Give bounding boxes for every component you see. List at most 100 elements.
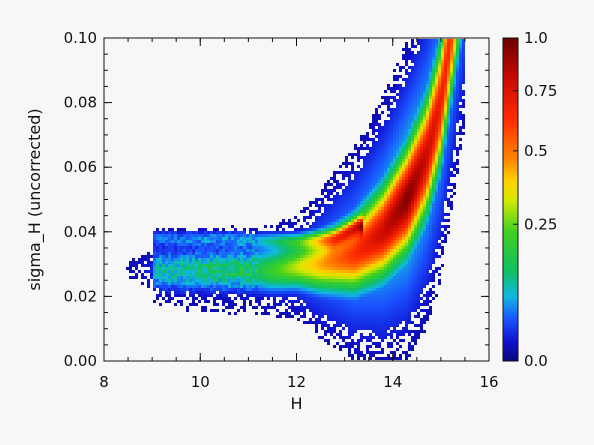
heatmap-cell: [450, 138, 453, 141]
heatmap-cell: [333, 282, 336, 285]
heatmap-cell: [369, 291, 372, 294]
heatmap-cell: [441, 99, 444, 102]
heatmap-cell: [411, 249, 414, 252]
heatmap-cell: [327, 300, 330, 303]
heatmap-cell: [162, 270, 165, 273]
heatmap-cell: [321, 291, 324, 294]
heatmap-cell: [444, 195, 447, 198]
heatmap-cell: [450, 54, 453, 57]
heatmap-cell: [438, 141, 441, 144]
heatmap-cell: [420, 309, 423, 312]
heatmap-cell: [363, 243, 366, 246]
heatmap-cell: [411, 72, 414, 75]
heatmap-cell: [405, 99, 408, 102]
heatmap-cell: [177, 285, 180, 288]
heatmap-cell: [372, 312, 375, 315]
heatmap-cell: [339, 336, 342, 339]
heatmap-cell: [417, 63, 420, 66]
heatmap-cell: [339, 291, 342, 294]
heatmap-cell: [264, 267, 267, 270]
heatmap-cell: [318, 321, 321, 324]
heatmap-cell: [447, 126, 450, 129]
heatmap-cell: [417, 60, 420, 63]
heatmap-cell: [258, 285, 261, 288]
heatmap-cell: [372, 297, 375, 300]
heatmap-cell: [420, 129, 423, 132]
heatmap-cell: [417, 240, 420, 243]
heatmap-cell: [435, 255, 438, 258]
heatmap-cell: [387, 141, 390, 144]
heatmap-cell: [447, 168, 450, 171]
heatmap-cell: [384, 282, 387, 285]
heatmap-cell: [246, 234, 249, 237]
heatmap-cell: [408, 156, 411, 159]
heatmap-cell: [234, 273, 237, 276]
heatmap-cell: [309, 261, 312, 264]
heatmap-cell: [381, 213, 384, 216]
heatmap-cell: [360, 297, 363, 300]
heatmap-cell: [225, 270, 228, 273]
heatmap-cell: [234, 282, 237, 285]
heatmap-cell: [441, 123, 444, 126]
heatmap-cell: [390, 132, 393, 135]
heatmap-cell: [420, 135, 423, 138]
heatmap-cell: [249, 252, 252, 255]
heatmap-cell: [435, 39, 438, 42]
heatmap-cell: [300, 306, 303, 309]
heatmap-cell: [204, 234, 207, 237]
heatmap-cell: [312, 213, 315, 216]
heatmap-cell: [432, 246, 435, 249]
heatmap-cell: [225, 252, 228, 255]
heatmap-cell: [408, 165, 411, 168]
heatmap-cell: [318, 312, 321, 315]
heatmap-cell: [309, 273, 312, 276]
heatmap-cell: [429, 39, 432, 42]
heatmap-cell: [396, 108, 399, 111]
heatmap-cell: [327, 198, 330, 201]
heatmap-cell: [291, 303, 294, 306]
heatmap-cell: [339, 348, 342, 351]
heatmap-cell: [279, 276, 282, 279]
heatmap-cell: [429, 261, 432, 264]
heatmap-cell: [444, 54, 447, 57]
heatmap-cell: [321, 246, 324, 249]
heatmap-cell: [162, 273, 165, 276]
heatmap-cell: [396, 207, 399, 210]
heatmap-cell: [366, 174, 369, 177]
heatmap-cell: [354, 228, 357, 231]
heatmap-cell: [426, 135, 429, 138]
heatmap-cell: [408, 288, 411, 291]
heatmap-cell: [156, 234, 159, 237]
heatmap-cell: [444, 51, 447, 54]
heatmap-cell: [285, 312, 288, 315]
heatmap-cell: [381, 252, 384, 255]
heatmap-cell: [423, 309, 426, 312]
heatmap-cell: [357, 354, 360, 357]
heatmap-cell: [348, 249, 351, 252]
heatmap-cell: [423, 75, 426, 78]
heatmap-cell: [435, 156, 438, 159]
heatmap-cell: [213, 309, 216, 312]
heatmap-cell: [450, 81, 453, 84]
heatmap-cell: [402, 240, 405, 243]
heatmap-cell: [228, 252, 231, 255]
heatmap-cell: [234, 228, 237, 231]
heatmap-cell: [399, 237, 402, 240]
heatmap-cell: [444, 156, 447, 159]
heatmap-cell: [444, 135, 447, 138]
heatmap-cell: [408, 300, 411, 303]
heatmap-cell: [426, 213, 429, 216]
heatmap-cell: [432, 225, 435, 228]
heatmap-cell: [195, 270, 198, 273]
heatmap-cell: [294, 258, 297, 261]
heatmap-cell: [408, 201, 411, 204]
heatmap-cell: [141, 273, 144, 276]
heatmap-cell: [456, 84, 459, 87]
heatmap-cell: [255, 294, 258, 297]
heatmap-cell: [462, 132, 465, 135]
heatmap-cell: [363, 189, 366, 192]
heatmap-cell: [450, 147, 453, 150]
heatmap-cell: [285, 288, 288, 291]
heatmap-cell: [363, 204, 366, 207]
heatmap-cell: [231, 288, 234, 291]
